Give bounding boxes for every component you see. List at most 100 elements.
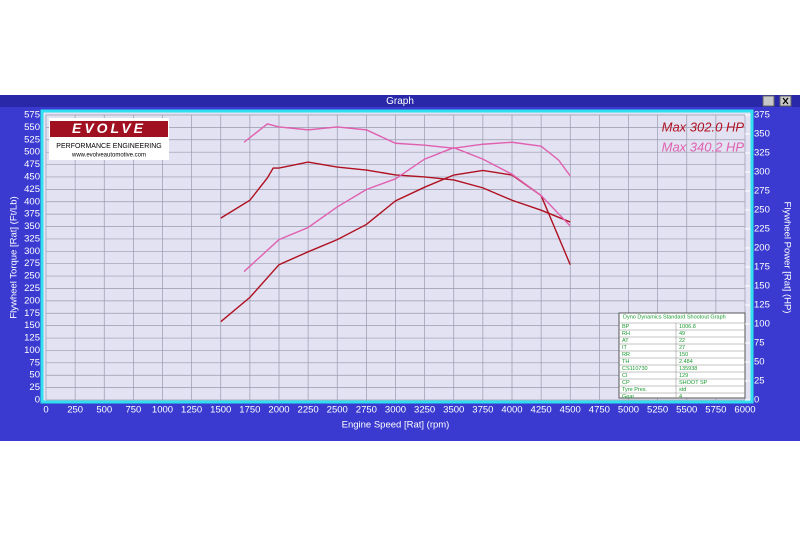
x-tick-label: 6000 (734, 405, 755, 416)
y-tick-label: 75 (29, 357, 40, 368)
y2-tick-label: 100 (754, 319, 770, 330)
x-tick-label: 5250 (647, 405, 668, 416)
series-line (243, 123, 571, 177)
y2-tick-label: 0 (754, 395, 759, 406)
table-value: 27 (679, 345, 685, 351)
x-tick-label: 5000 (618, 405, 639, 416)
x-tick-label: 0 (43, 405, 48, 416)
table-value: std (679, 387, 686, 393)
table-value: 135938 (679, 366, 697, 372)
y2-tick-label: 150 (754, 281, 770, 292)
table-value: 2.484 (679, 359, 693, 365)
y2-tick-label: 350 (754, 129, 770, 140)
table-value: 4 (679, 394, 682, 400)
info-table-title: Dyno Dynamics Standard Shootout Graph (623, 314, 726, 320)
x-axis-title: Engine Speed [Rat] (rpm) (342, 420, 450, 431)
table-key: CP (622, 380, 630, 386)
x-tick-label: 3250 (414, 405, 435, 416)
series-line (220, 161, 571, 223)
y-tick-label: 200 (24, 295, 40, 306)
max-label: Max 340.2 HP (662, 139, 745, 154)
x-tick-label: 5750 (705, 405, 726, 416)
y-tick-label: 400 (24, 196, 40, 207)
table-value: 150 (679, 352, 688, 358)
table-key: CI (622, 373, 628, 379)
x-tick-label: 4250 (531, 405, 552, 416)
y2-tick-label: 200 (754, 243, 770, 254)
y-tick-label: 325 (24, 233, 40, 244)
y2-tick-label: 50 (754, 357, 765, 368)
y2-tick-label: 125 (754, 300, 770, 311)
table-key: Gear (622, 394, 634, 400)
y2-tick-label: 75 (754, 338, 765, 349)
logo-brand: EVOLVE (72, 120, 146, 136)
table-value: 129 (679, 373, 688, 379)
x-tick-label: 2250 (298, 405, 319, 416)
y2-tick-label: 250 (754, 205, 770, 216)
table-key: Tyre Pres. (622, 387, 648, 393)
x-tick-label: 750 (125, 405, 141, 416)
y-tick-label: 50 (29, 370, 40, 381)
table-key: AT (622, 338, 629, 344)
x-tick-label: 3750 (472, 405, 493, 416)
logo-tagline: PERFORMANCE ENGINEERING (56, 143, 161, 150)
table-key: CS110730 (622, 366, 648, 372)
table-key: RR (622, 352, 630, 358)
x-tick-label: 3500 (443, 405, 464, 416)
x-tick-label: 1500 (210, 405, 231, 416)
x-tick-label: 3000 (385, 405, 406, 416)
y-tick-label: 525 (24, 134, 40, 145)
series-line (243, 146, 571, 273)
table-value: SHOOT SP (679, 380, 708, 386)
y-tick-label: 375 (24, 209, 40, 220)
y-tick-label: 550 (24, 122, 40, 133)
y-tick-label: 175 (24, 308, 40, 319)
x-tick-label: 500 (96, 405, 112, 416)
y-tick-label: 350 (24, 221, 40, 232)
info-table (618, 312, 746, 399)
y-tick-label: 150 (24, 320, 40, 331)
y-tick-label: 300 (24, 246, 40, 257)
y2-tick-label: 175 (754, 262, 770, 273)
y2-tick-label: 325 (754, 148, 770, 159)
x-tick-label: 5500 (676, 405, 697, 416)
table-value: 1006.8 (679, 324, 696, 330)
y-tick-label: 500 (24, 147, 40, 158)
x-tick-label: 1000 (152, 405, 173, 416)
restore-button[interactable] (762, 95, 775, 107)
y2-tick-label: 225 (754, 224, 770, 235)
window-title: Graph (386, 96, 414, 107)
x-tick-label: 2000 (268, 405, 289, 416)
y-tick-label: 25 (29, 382, 40, 393)
y2-tick-label: 25 (754, 376, 765, 387)
x-tick-label: 4000 (501, 405, 522, 416)
x-tick-label: 4500 (560, 405, 581, 416)
table-value: 22 (679, 338, 685, 344)
y2-tick-label: 300 (754, 167, 770, 178)
x-tick-label: 2500 (327, 405, 348, 416)
y2-axis-title: Flywheel Power [Rat] (HP) (781, 202, 792, 314)
y-tick-label: 0 (35, 395, 40, 406)
y2-tick-label: 375 (754, 110, 770, 121)
y-tick-label: 250 (24, 271, 40, 282)
close-icon (782, 97, 789, 105)
y-axis-title: Flywheel Torque [Rat] (Ft/Lb) (9, 196, 20, 318)
y-tick-label: 450 (24, 171, 40, 182)
logo-url: www.evolveautomotive.com (71, 153, 146, 159)
y-tick-label: 225 (24, 283, 40, 294)
x-tick-label: 250 (67, 405, 83, 416)
x-tick-label: 1250 (181, 405, 202, 416)
max-label: Max 302.0 HP (662, 119, 745, 134)
logo-banner (50, 121, 168, 137)
x-tick-label: 2750 (356, 405, 377, 416)
title-bar (0, 95, 800, 107)
y2-tick-label: 275 (754, 186, 770, 197)
y-tick-label: 100 (24, 345, 40, 356)
x-tick-label: 1750 (239, 405, 260, 416)
x-tick-label: 4750 (589, 405, 610, 416)
table-key: IT (622, 345, 628, 351)
table-key: BP (622, 324, 630, 330)
table-key: RH (622, 331, 630, 337)
y-tick-label: 125 (24, 333, 40, 344)
